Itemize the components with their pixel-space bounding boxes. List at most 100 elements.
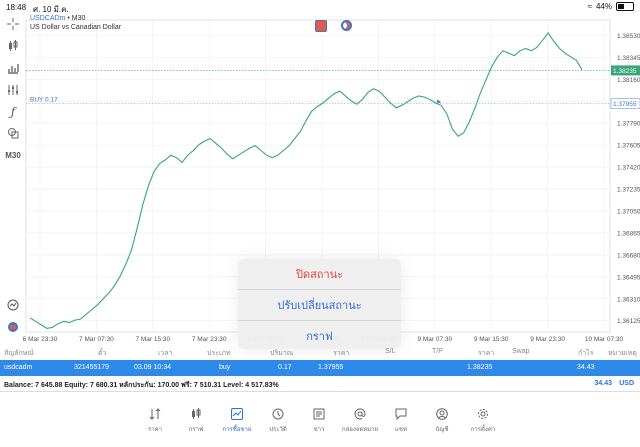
price-chart[interactable]: 1.385301.383451.381601.379751.377901.376… [0,14,640,344]
status-right: ≈ 44% [588,2,634,11]
chart-toolbar: ƒ M30 [0,14,26,344]
y-tick-label: 1.37605 [617,143,640,150]
tab-account[interactable]: บัญชี [422,408,462,434]
x-tick-label: 9 Mar 07:30 [417,336,452,343]
bottom-tab-bar: ราคา กราฟ การซื้อขาย ประวัติ ข่าว กล่องจ… [0,404,640,447]
col-swap: Swap [512,348,530,355]
pos-profit: 34.43 [577,364,595,371]
balance-text: Balance: 7 645.88 Equity: 7 680.31 หลักป… [4,382,279,389]
col-tp: T/P [432,348,443,355]
col-comment: หมายเหตุ [608,350,637,357]
mailbox-icon [354,408,366,420]
tab-mailbox[interactable]: กล่องจดหมาย [340,408,380,434]
chart-button[interactable]: กราฟ [306,331,333,343]
col-cur-price: ราคา [478,350,495,357]
current-price-label: 1.38235 [613,68,637,75]
price-line [29,32,583,329]
position-row[interactable]: usdcadm 321455179 03.09 10:34 buy 0.17 1… [0,360,640,376]
y-tick-label: 1.36125 [617,318,640,325]
close-position-button[interactable]: ปิดสถานะ [238,259,401,290]
status-bar: 18:48 ศ. 10 มี.ค. ≈ 44% [0,0,640,14]
col-volume: ปริมาณ [270,350,294,357]
balance-bar: Balance: 7 645.88 Equity: 7 680.31 หลักป… [0,377,640,392]
battery-icon [616,2,634,11]
status-date: ศ. 10 มี.ค. [33,5,69,14]
buy-price-label: 1.37955 [613,101,637,108]
col-ticket: ตั๋ว [98,350,107,357]
x-tick-label: 7 Mar 23:30 [192,336,227,343]
y-tick-label: 1.37420 [617,165,640,172]
buy-price-tag [610,98,640,109]
x-tick-label: 7 Mar 07:30 [79,336,114,343]
candlestick-icon[interactable] [4,38,22,54]
col-sl: S/L [385,348,396,355]
x-tick-label: 9 Mar 23:30 [530,336,565,343]
status-time: 18:48 [6,3,27,12]
pos-symbol: usdcadm [4,364,33,371]
positions-header: สัญลักษณ์ ตั๋ว เวลา ประเภท ปริมาณ ราคา S… [0,345,640,359]
currency: USD [619,380,634,387]
crosshair-icon[interactable] [4,16,22,32]
y-tick-label: 1.37050 [617,208,640,215]
col-symbol: สัญลักษณ์ [4,350,34,357]
battery-percent: 44% [595,2,612,11]
chart-area[interactable]: 1.385301.383451.381601.379751.377901.376… [0,14,640,344]
chat-icon [395,408,407,420]
y-tick-label: 1.36310 [617,296,640,303]
current-price-tag [611,65,640,76]
trade-icon [231,408,243,420]
y-tick-label: 1.36680 [617,252,640,259]
x-tick-label: 9 Mar 15:30 [474,336,509,343]
y-tick-label: 1.38345 [617,55,640,62]
modify-position-button[interactable]: ปรับเปลี่ยนสถานะ [238,290,401,321]
account-icon [436,408,448,420]
one-click-panel-icon[interactable] [4,319,22,335]
one-click-trading-icon[interactable] [315,20,327,32]
tab-trade[interactable]: การซื้อขาย [217,408,257,434]
y-tick-label: 1.38160 [617,77,640,84]
symbol-description: US Dollar vs Canadian Dollar [30,24,122,31]
tab-quotes[interactable]: ราคา [135,408,175,434]
trade-signals-icon[interactable] [4,297,22,313]
objects-icon[interactable] [4,125,22,141]
x-tick-label: 6 Mar 23:30 [23,336,58,343]
pos-price: 1.37955 [318,364,344,371]
settings-icon [478,409,488,419]
function-icon[interactable]: ƒ [10,105,16,119]
bar-chart-icon[interactable] [4,60,22,76]
pos-time: 03.09 10:34 [134,364,171,371]
pos-volume: 0.17 [278,364,292,371]
tab-chat[interactable]: แชท [381,408,421,434]
tab-history[interactable]: ประวัติ [258,408,298,434]
tab-chart[interactable]: กราฟ [176,408,216,434]
pos-cur-price: 1.38235 [467,364,493,371]
y-tick-label: 1.37790 [617,121,640,128]
tab-news[interactable]: ข่าว [299,408,339,434]
indicators-icon[interactable] [4,82,22,98]
history-icon [272,408,284,420]
x-tick-label: 7 Mar 15:30 [135,336,170,343]
symbol-name: USDCADm [30,15,66,22]
col-price: ราคา [333,350,350,357]
chart-icon [192,408,201,419]
position-context-menu: ปิดสถานะ ปรับเปลี่ยนสถานะ กราฟ [238,259,401,349]
buy-line-label: BUY 0.17 [30,97,58,104]
tab-settings[interactable]: การตั้งค่า [463,408,503,434]
y-tick-label: 1.38530 [617,33,640,40]
quotes-icon [149,408,161,420]
col-type: ประเภท [207,350,231,357]
col-profit: กำไร [578,350,594,357]
y-tick-label: 1.36865 [617,230,640,237]
total-profit: 34.43 [594,380,612,387]
depth-of-market-icon[interactable] [341,20,352,31]
pos-ticket: 321455179 [74,364,110,371]
pos-type: buy [219,364,231,371]
chart-symbol: USDCADm • M30 [30,15,86,22]
news-icon [313,408,325,420]
timeframe: M30 [71,15,86,22]
wifi-icon: ≈ [587,2,592,11]
y-tick-label: 1.36495 [617,274,640,281]
chart-controls [315,20,352,32]
timeframe-button[interactable]: M30 [5,150,21,160]
y-tick-label: 1.37235 [617,187,640,194]
